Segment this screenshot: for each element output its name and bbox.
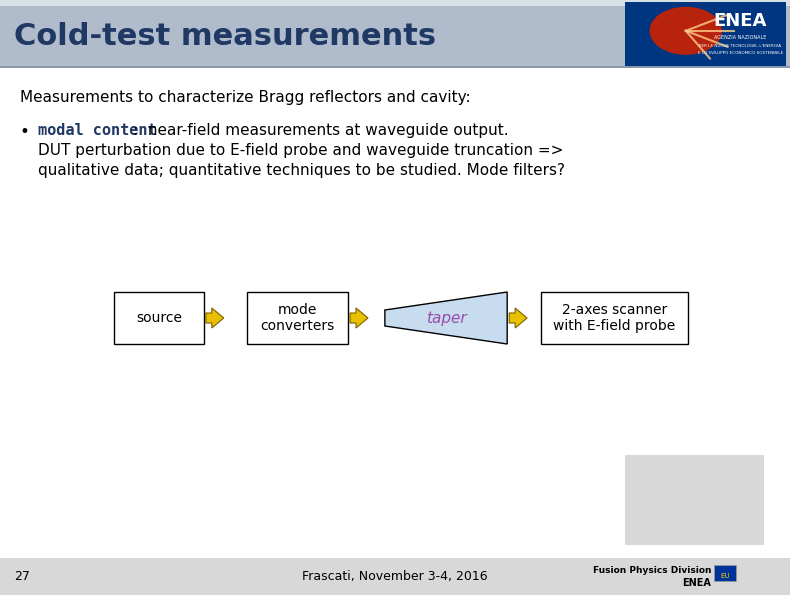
- Text: Frascati, November 3-4, 2016: Frascati, November 3-4, 2016: [302, 570, 488, 583]
- Text: AGENZIA NAZIONALE: AGENZIA NAZIONALE: [715, 35, 767, 40]
- FancyBboxPatch shape: [625, 2, 785, 66]
- Text: :  near-field measurements at waveguide output.: : near-field measurements at waveguide o…: [133, 123, 509, 138]
- FancyBboxPatch shape: [541, 292, 688, 344]
- Text: mode: mode: [278, 303, 317, 317]
- Text: Fusion Physics Division: Fusion Physics Division: [592, 566, 711, 575]
- Text: DUT perturbation due to E-field probe and waveguide truncation =>: DUT perturbation due to E-field probe an…: [38, 143, 563, 158]
- FancyBboxPatch shape: [114, 292, 204, 344]
- Text: Measurements to characterize Bragg reflectors and cavity:: Measurements to characterize Bragg refle…: [20, 90, 471, 105]
- FancyBboxPatch shape: [0, 558, 789, 595]
- Text: •: •: [20, 123, 29, 141]
- FancyBboxPatch shape: [625, 455, 764, 545]
- FancyBboxPatch shape: [0, 66, 789, 68]
- Text: PER LE NUOVE TECNOLOGIE, L'ENERGIA: PER LE NUOVE TECNOLOGIE, L'ENERGIA: [700, 43, 781, 48]
- FancyBboxPatch shape: [714, 565, 736, 581]
- Polygon shape: [385, 292, 507, 344]
- FancyBboxPatch shape: [247, 292, 348, 344]
- Text: modal content: modal content: [38, 123, 156, 138]
- Text: 27: 27: [14, 570, 30, 583]
- Text: Cold-test measurements: Cold-test measurements: [14, 21, 436, 51]
- FancyArrow shape: [350, 308, 368, 328]
- Text: taper: taper: [426, 311, 466, 325]
- Text: source: source: [136, 311, 182, 325]
- Ellipse shape: [649, 7, 722, 55]
- FancyArrow shape: [206, 308, 224, 328]
- Text: 2-axes scanner: 2-axes scanner: [562, 303, 667, 317]
- FancyArrow shape: [509, 308, 527, 328]
- FancyBboxPatch shape: [0, 0, 789, 68]
- Text: converters: converters: [260, 319, 334, 333]
- FancyBboxPatch shape: [0, 0, 789, 6]
- Text: E LO SVILUPPO ECONOMICO SOSTENIBILE: E LO SVILUPPO ECONOMICO SOSTENIBILE: [698, 51, 783, 55]
- Text: EU: EU: [720, 574, 730, 580]
- Text: qualitative data; quantitative techniques to be studied. Mode filters?: qualitative data; quantitative technique…: [38, 163, 565, 178]
- Text: ENEA: ENEA: [714, 12, 767, 30]
- Text: with E-field probe: with E-field probe: [553, 319, 676, 333]
- Text: ENEA: ENEA: [682, 578, 711, 587]
